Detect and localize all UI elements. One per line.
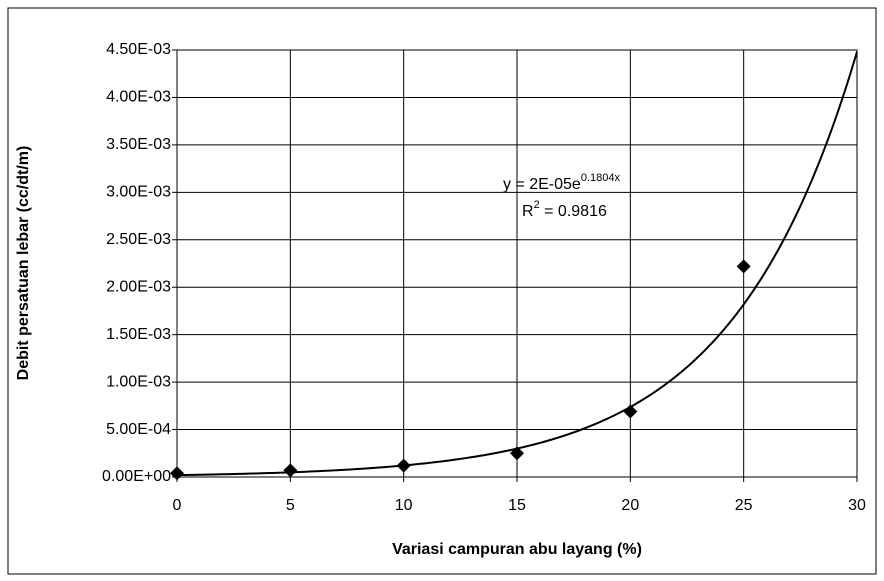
data-point [623,404,638,419]
r-squared: R2 = 0.9816 [522,199,607,220]
x-tick-label: 10 [395,497,413,514]
r-squared-value: = 0.9816 [540,203,607,220]
chart-frame [7,7,877,575]
data-point [396,458,411,473]
data-point [510,446,524,461]
y-tick-label: 3.50E-03 [106,136,171,153]
x-tick-label: 25 [735,497,753,514]
x-axis-title: Variasi campuran abu layang (%) [392,541,642,558]
y-tick-label: 4.50E-03 [106,41,171,58]
r-squared-base: R [522,203,534,220]
x-tick-label: 30 [848,497,866,514]
y-tick-label: 4.00E-03 [106,89,171,106]
x-tick-label: 0 [173,497,182,514]
y-tick-label: 0.00E+00 [102,468,171,485]
y-tick-label: 1.50E-03 [106,326,171,343]
plot-area [176,49,858,478]
y-axis-title: Debit persatuan lebar (cc/dt/m) [15,146,32,381]
data-point [283,463,298,478]
x-tick-label: 20 [621,497,639,514]
equation-exponent: 0.1804x [581,172,621,184]
r-squared-exponent: 2 [534,199,540,211]
y-tick-label: 1.00E-03 [106,373,171,390]
data-point [736,259,751,274]
y-tick-label: 5.00E-04 [106,421,171,438]
y-tick-label: 2.00E-03 [106,278,171,295]
data-point [170,466,184,481]
trendline-equation: y = 2E-05e0.1804x [503,172,620,193]
y-tick-label: 2.50E-03 [106,231,171,248]
equation-base: y = 2E-05e [503,176,581,193]
x-tick-label: 15 [508,497,526,514]
x-tick-label: 5 [286,497,295,514]
y-tick-label: 3.00E-03 [106,184,171,201]
